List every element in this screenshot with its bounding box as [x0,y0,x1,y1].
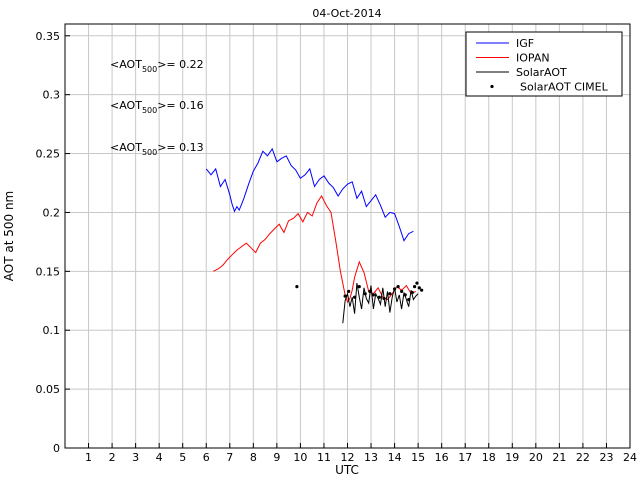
x-tick-label: 10 [293,451,307,464]
x-tick-label: 23 [599,451,613,464]
solaraot-cimel-point [417,286,421,290]
x-tick-label: 5 [179,451,186,464]
y-tick-label: 0.3 [43,89,61,102]
x-tick-label: 15 [411,451,425,464]
mean-aot-annotation: <AOT500>= 0.22 [110,58,204,74]
x-tick-label: 21 [552,451,566,464]
x-tick-label: 20 [529,451,543,464]
y-tick-label: 0 [53,442,60,455]
solaraot-series-line [342,283,419,324]
solaraot-cimel-point [407,298,411,302]
x-tick-label: 17 [458,451,472,464]
solaraot-cimel-point [357,285,361,289]
x-tick-label: 22 [576,451,590,464]
iopan-series-line [213,195,417,304]
mean-aot-annotation: <AOT500>= 0.13 [110,141,204,157]
y-tick-label: 0.2 [43,206,61,219]
solaraot-cimel-point [403,293,407,297]
x-tick-label: 7 [226,451,233,464]
x-tick-label: 18 [482,451,496,464]
solaraot-cimel-point [410,290,414,295]
solaraot-cimel-point [377,295,381,299]
x-tick-label: 2 [109,451,116,464]
x-tick-label: 14 [388,451,402,464]
solaraot-cimel-point [382,296,386,301]
y-tick-label: 0.05 [36,383,61,396]
x-tick-label: 24 [623,451,637,464]
series-layer [205,147,424,324]
x-tick-label: 4 [156,451,163,464]
x-tick-label: 1 [85,451,92,464]
x-tick-label: 9 [273,451,280,464]
legend-label: IOPAN [516,52,550,65]
grid-lines [65,24,631,449]
solaraot-cimel-point [371,293,375,297]
solaraot-cimel-point [396,285,400,289]
y-tick-label: 0.1 [43,324,61,337]
legend-label: SolarAOT [516,66,567,79]
x-tick-label: 12 [341,451,355,464]
solaraot-cimel-point [295,285,299,289]
solaraot-cimel-point [392,287,397,291]
y-tick-label: 0.35 [36,30,61,43]
solaraot-cimel-point [400,289,404,293]
legend-label: SolarAOT CIMEL [520,81,609,94]
mean-aot-annotations: <AOT500>= 0.22 <AOT500>= 0.16 <AOT500>= 0.… [110,58,204,157]
legend-swatch [490,84,494,89]
axis-ticks: 1 2 3 4 5 6 7 8 9 10 11 12 13 14 15 16 17 18 19 20 21 22 23 240… [36,30,638,464]
x-tick-label: 16 [435,451,449,464]
y-axis-label: AOT at 500 nm [2,191,16,281]
solaraot-cimel-point [368,289,372,293]
igf-series-line [205,147,414,242]
solaraot-cimel-point [388,292,392,296]
solaraot-cimel-point [420,288,424,292]
legend-label: IGF [516,37,534,50]
x-tick-label: 19 [505,451,519,464]
chart-title: 04-Oct-2014 [312,7,381,20]
y-tick-label: 0.15 [36,265,61,278]
solaraot-cimel-point [343,294,347,298]
x-tick-label: 6 [203,451,210,464]
x-axis-label: UTC [335,463,359,477]
x-tick-label: 11 [317,451,331,464]
solaraot-cimel-point [363,292,367,296]
x-tick-label: 3 [132,451,139,464]
x-tick-label: 8 [250,451,257,464]
solaraot-cimel-point [347,289,351,293]
solaraot-cimel-point [412,285,417,289]
x-tick-label: 13 [364,451,378,464]
y-tick-label: 0.25 [36,148,61,161]
solaraot-cimel-point [352,295,357,299]
solaraot-cimel-point [415,281,419,285]
plot-frame [64,23,631,449]
mean-aot-annotation: <AOT500>= 0.16 [110,99,204,115]
